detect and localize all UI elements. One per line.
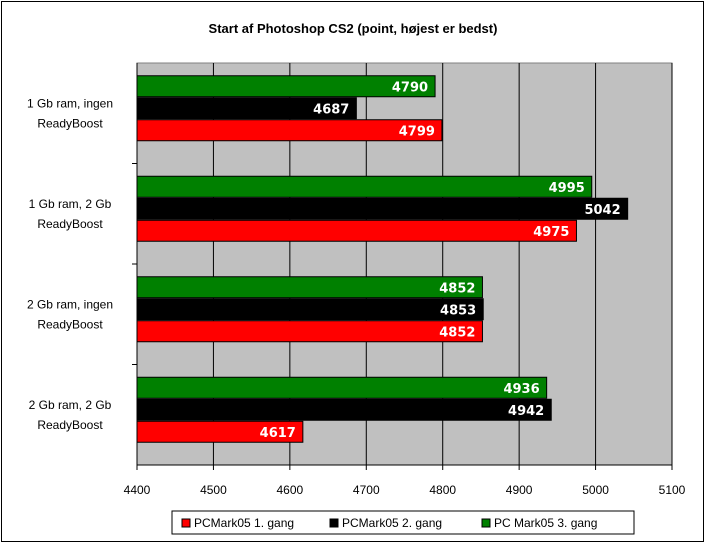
bar bbox=[136, 420, 304, 443]
data-label: 4852 bbox=[439, 281, 475, 296]
y-category-label: ReadyBoost bbox=[37, 317, 103, 331]
data-label: 4790 bbox=[392, 80, 428, 95]
legend-box bbox=[171, 510, 635, 535]
legend-swatch bbox=[181, 518, 191, 528]
x-tick-label: 5100 bbox=[659, 483, 686, 497]
y-category-label: 1 Gb ram, ingen bbox=[27, 96, 113, 110]
x-tick-label: 4900 bbox=[506, 483, 533, 497]
bar bbox=[136, 119, 443, 142]
y-category-label: ReadyBoost bbox=[37, 217, 103, 231]
legend-label: PCMark05 2. gang bbox=[342, 516, 442, 530]
x-tick-label: 4700 bbox=[353, 483, 380, 497]
data-label: 5042 bbox=[584, 203, 620, 218]
data-label: 4942 bbox=[508, 404, 544, 419]
data-label: 4687 bbox=[313, 102, 349, 117]
y-category-label: ReadyBoost bbox=[37, 418, 103, 432]
bar bbox=[136, 398, 552, 421]
data-label: 4852 bbox=[439, 325, 475, 340]
legend-label: PCMark05 1. gang bbox=[194, 516, 294, 530]
bar bbox=[136, 97, 357, 120]
y-category-label: ReadyBoost bbox=[37, 116, 103, 130]
data-label: 4975 bbox=[533, 225, 569, 240]
x-tick-label: 5000 bbox=[582, 483, 609, 497]
chart-title: Start af Photoshop CS2 (point, højest er… bbox=[209, 21, 498, 36]
bar bbox=[136, 276, 483, 299]
bar bbox=[136, 197, 629, 220]
data-label: 4799 bbox=[399, 124, 435, 139]
legend-label: PC Mark05 3. gang bbox=[494, 516, 597, 530]
data-label: 4995 bbox=[549, 181, 585, 196]
y-category-label: 2 Gb ram, 2 Gb bbox=[29, 398, 112, 412]
y-category-label: 1 Gb ram, 2 Gb bbox=[29, 197, 112, 211]
x-tick-label: 4500 bbox=[200, 483, 227, 497]
y-category-label: 2 Gb ram, ingen bbox=[27, 297, 113, 311]
bar bbox=[136, 376, 548, 399]
x-tick-label: 4400 bbox=[124, 483, 151, 497]
legend-swatch bbox=[481, 518, 491, 528]
legend-swatch bbox=[329, 518, 339, 528]
data-label: 4853 bbox=[440, 303, 476, 318]
bar bbox=[136, 219, 577, 242]
bar bbox=[136, 75, 436, 98]
x-tick-label: 4800 bbox=[429, 483, 456, 497]
bar bbox=[136, 298, 484, 321]
data-label: 4936 bbox=[503, 382, 539, 397]
bar bbox=[136, 320, 483, 343]
data-label: 4617 bbox=[260, 426, 296, 441]
bar bbox=[136, 175, 593, 198]
x-tick-label: 4600 bbox=[277, 483, 304, 497]
